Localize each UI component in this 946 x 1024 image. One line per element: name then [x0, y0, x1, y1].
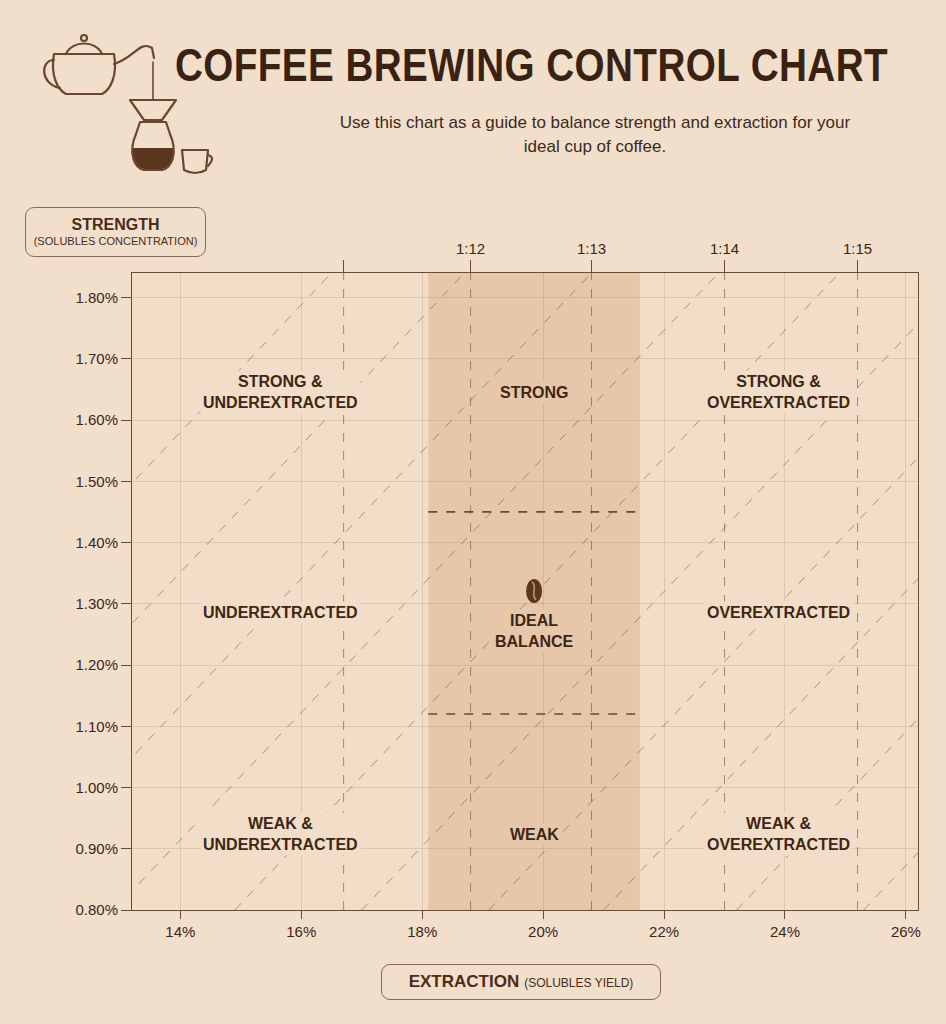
svg-text:IDEALBALANCE: IDEALBALANCE — [495, 612, 574, 650]
svg-text:STRONG &OVEREXTRACTED: STRONG &OVEREXTRACTED — [707, 373, 850, 411]
svg-text:1:12: 1:12 — [456, 240, 485, 257]
svg-text:WEAK &OVEREXTRACTED: WEAK &OVEREXTRACTED — [707, 815, 850, 853]
svg-text:24%: 24% — [770, 923, 800, 940]
svg-text:18%: 18% — [407, 923, 437, 940]
svg-text:1.70%: 1.70% — [75, 350, 118, 367]
svg-text:WEAK &UNDEREXTRACTED: WEAK &UNDEREXTRACTED — [203, 815, 358, 853]
svg-text:16%: 16% — [286, 923, 316, 940]
svg-text:26%: 26% — [891, 923, 921, 940]
svg-text:1:13: 1:13 — [577, 240, 606, 257]
svg-text:20%: 20% — [528, 923, 558, 940]
svg-text:1.00%: 1.00% — [75, 779, 118, 796]
svg-text:1:14: 1:14 — [710, 240, 739, 257]
svg-text:1.50%: 1.50% — [75, 473, 118, 490]
svg-text:1.80%: 1.80% — [75, 289, 118, 306]
svg-text:0.90%: 0.90% — [75, 840, 118, 857]
svg-text:STRONG: STRONG — [500, 384, 568, 401]
svg-text:1.10%: 1.10% — [75, 718, 118, 735]
svg-text:STRONG &UNDEREXTRACTED: STRONG &UNDEREXTRACTED — [203, 373, 358, 411]
html-text:COFFEE BREWING CONTROL CHART: COFFEE BREWING CONTROL CHART — [175, 39, 888, 91]
svg-text:22%: 22% — [649, 923, 679, 940]
svg-text:WEAK: WEAK — [510, 826, 559, 843]
svg-text:1:15: 1:15 — [843, 240, 872, 257]
svg-text:0.80%: 0.80% — [75, 901, 118, 918]
svg-text:1.40%: 1.40% — [75, 534, 118, 551]
html-text:(SOLUBLES CONCENTRATION): (SOLUBLES CONCENTRATION) — [33, 235, 198, 247]
html-text:Use this chart as a guide to b: Use this chart as a guide to balance str… — [339, 113, 851, 156]
svg-text:1.60%: 1.60% — [75, 411, 118, 428]
html-text:STRENGTH: STRENGTH — [71, 216, 160, 233]
svg-text:14%: 14% — [165, 923, 195, 940]
svg-text:UNDEREXTRACTED: UNDEREXTRACTED — [203, 604, 358, 621]
svg-text:1.20%: 1.20% — [75, 656, 118, 673]
html-text:EXTRACTION (SOLUBLES YIELD): EXTRACTION (SOLUBLES YIELD) — [408, 972, 634, 991]
svg-text:OVEREXTRACTED: OVEREXTRACTED — [707, 604, 850, 621]
svg-text:1.30%: 1.30% — [75, 595, 118, 612]
